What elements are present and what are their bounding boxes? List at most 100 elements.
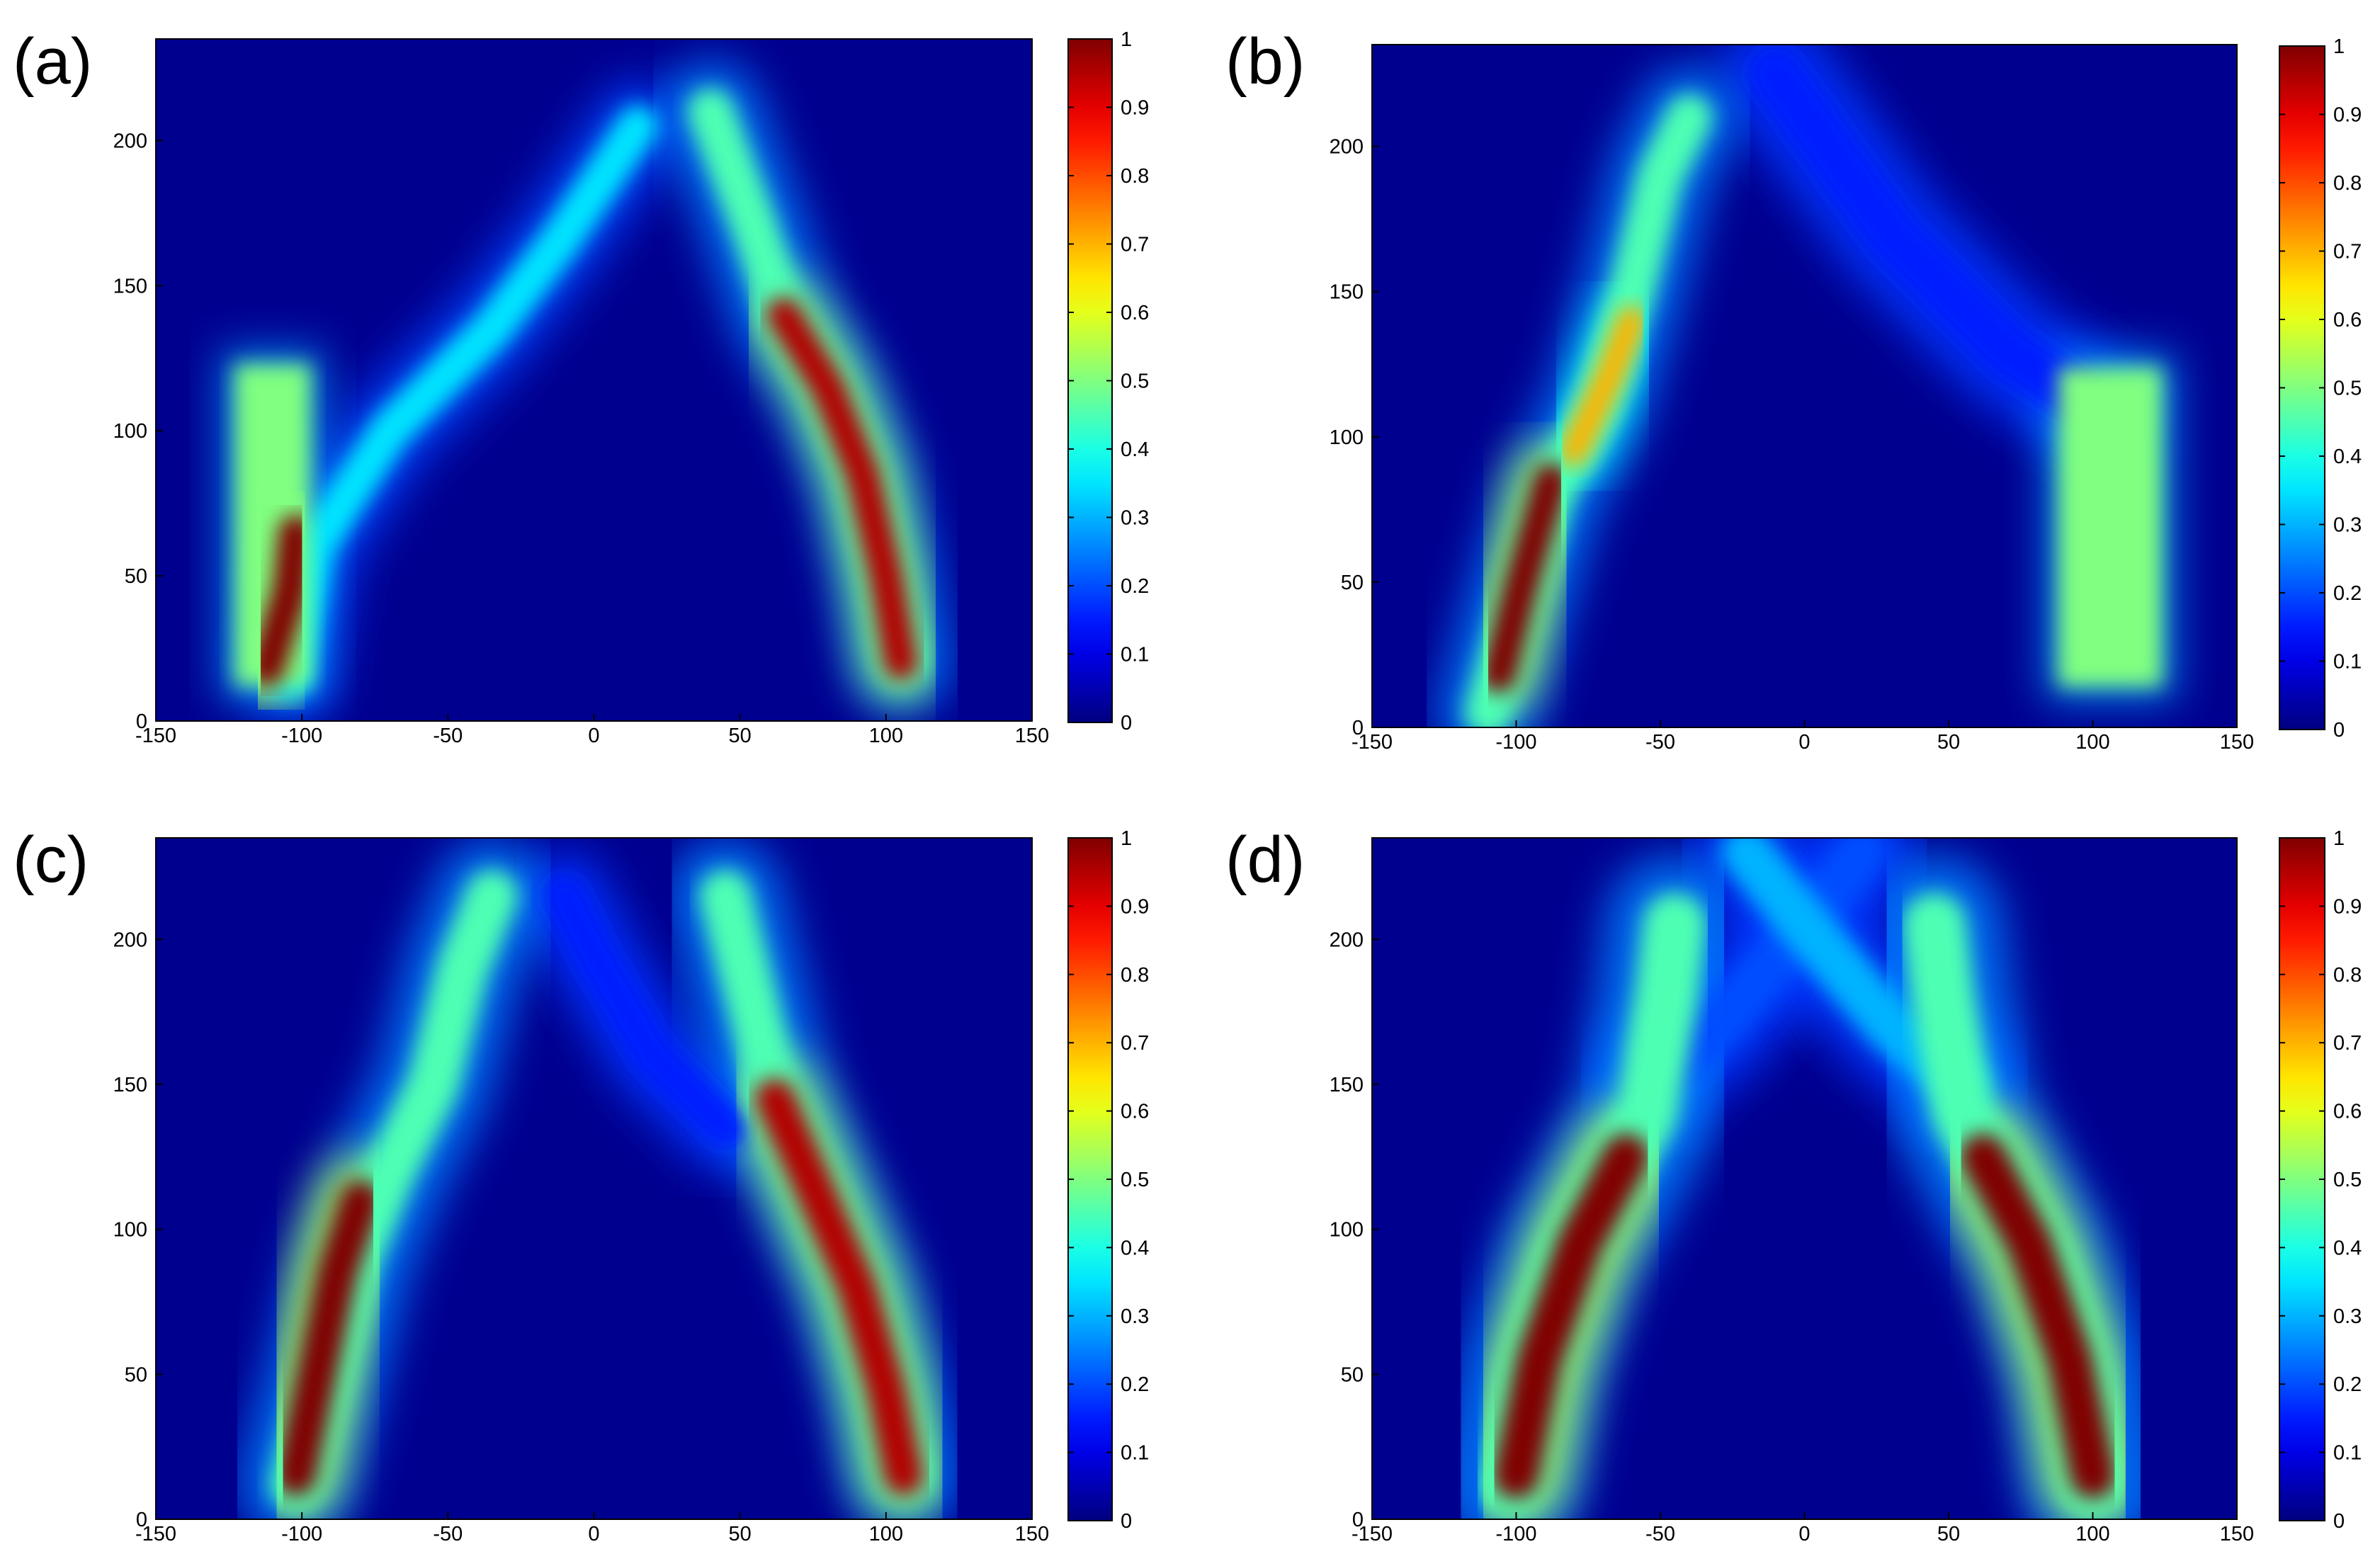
colorbar-tick-label: 0.5 — [1121, 1169, 1149, 1191]
x-tick-label: 0 — [588, 725, 599, 747]
colorbar-tick-label: 0 — [2333, 1510, 2345, 1533]
colorbar-tick-label: 0.4 — [1121, 438, 1149, 461]
colorbar: 0 0.1 0.2 0.3 0.4 0.5 0.6 0.7 0.8 0.9 1 — [2279, 827, 2362, 1533]
y-tick-label: 50 — [125, 565, 147, 588]
x-tick-label: -50 — [433, 1523, 463, 1545]
heatmap-area — [238, 838, 961, 1519]
colorbar-tick-label: 0.4 — [2333, 1237, 2362, 1259]
x-tick-label: 0 — [1798, 731, 1810, 754]
intensity-band — [1960, 1133, 2116, 1499]
panel-a: -150 -100 -50 0 50 100 150050100150200(a)00.10… — [13, 25, 1149, 747]
x-tick-label: 150 — [1015, 1523, 1049, 1545]
x-tick-label: -50 — [433, 725, 463, 747]
panel-label: (a) — [13, 25, 92, 98]
x-tick-label: 100 — [2075, 1523, 2109, 1545]
colorbar-scale — [2279, 45, 2325, 730]
colorbar-tick-label: 0.7 — [1121, 234, 1149, 256]
heatmap-area — [220, 60, 952, 721]
colorbar-tick-label: 0.6 — [1121, 302, 1149, 324]
colorbar-tick-label: 0.5 — [2333, 1169, 2362, 1191]
colorbar-tick-label: 0.2 — [2333, 582, 2362, 605]
colorbar: 0 0.1 0.2 0.3 0.4 0.5 0.6 0.7 0.8 0.9 1 — [1067, 827, 1149, 1533]
colorbar-tick-label: 0.9 — [1121, 895, 1149, 918]
colorbar-scale — [2279, 837, 2325, 1521]
y-tick-label: 50 — [125, 1363, 147, 1386]
intensity-band — [754, 1078, 924, 1497]
intensity-band — [1492, 1133, 1649, 1499]
colorbar-tick-label: 0.7 — [2333, 1032, 2362, 1055]
y-tick-label: 150 — [113, 1074, 147, 1096]
x-tick-label: -100 — [281, 725, 322, 747]
colorbar-tick-label: 0.8 — [1121, 165, 1149, 188]
heatmap-area — [1440, 838, 2163, 1519]
colorbar-tick-label: 1 — [1121, 28, 1132, 51]
colorbar-tick-label: 0.1 — [2333, 651, 2362, 674]
intensity-band — [1749, 47, 2119, 434]
x-tick-label: 100 — [869, 1523, 903, 1545]
y-tick-label: 100 — [113, 420, 147, 443]
colorbar: 0 0.1 0.2 0.3 0.4 0.5 0.6 0.7 0.8 0.9 1 — [1067, 28, 1149, 734]
colorbar-tick-label: 0.1 — [1121, 644, 1149, 666]
heatmap-area — [1436, 45, 2177, 727]
x-tick-label: 150 — [1015, 725, 1049, 747]
y-tick-label: 200 — [113, 929, 147, 951]
colorbar-tick-label: 0.9 — [2333, 895, 2362, 918]
y-tick-label: 0 — [1352, 717, 1364, 739]
colorbar-tick-label: 0.5 — [1121, 370, 1149, 393]
x-tick-label: -150 — [1352, 1523, 1393, 1545]
x-tick-label: 150 — [2220, 731, 2254, 754]
y-tick-label: 150 — [1330, 281, 1364, 304]
colorbar-tick-label: 0.2 — [2333, 1373, 2362, 1396]
x-tick-label: 50 — [729, 1523, 752, 1545]
intensity-band — [1481, 463, 1568, 693]
y-tick-label: 50 — [1341, 572, 1364, 594]
y-tick-label: 200 — [1330, 929, 1364, 951]
x-tick-label: -150 — [135, 1523, 176, 1545]
y-tick-label: 100 — [113, 1219, 147, 1242]
x-tick-label: 0 — [1798, 1523, 1810, 1545]
colorbar-tick-label: 0.8 — [2333, 964, 2362, 987]
x-tick-label: -100 — [1495, 731, 1536, 754]
y-tick-label: 0 — [136, 1509, 147, 1531]
colorbar-tick-label: 0.3 — [2333, 1305, 2362, 1328]
panel-label: (c) — [13, 824, 89, 896]
x-tick-label: -150 — [135, 725, 176, 747]
colorbar-tick-label: 0.3 — [2333, 514, 2362, 537]
y-tick-label: 150 — [1330, 1074, 1364, 1096]
intensity-band — [249, 515, 314, 686]
x-tick-label: -50 — [1645, 1523, 1675, 1545]
colorbar-tick-label: 0.2 — [1121, 1373, 1149, 1396]
y-tick-label: 50 — [1341, 1363, 1364, 1386]
x-tick-label: 50 — [1937, 1523, 1960, 1545]
x-tick-label: -50 — [1645, 731, 1675, 754]
colorbar-tick-label: 0.3 — [1121, 1305, 1149, 1328]
colorbar-tick-label: 1 — [2333, 827, 2345, 850]
x-tick-label: 100 — [2075, 731, 2109, 754]
colorbar-tick-label: 0.8 — [2333, 172, 2362, 195]
x-tick-label: -150 — [1352, 731, 1393, 754]
panel-d: -150 -100 -50 0 50 100 150050100150200(d)00.10… — [1225, 824, 2362, 1545]
colorbar-scale — [1067, 837, 1113, 1521]
y-tick-label: 0 — [136, 710, 147, 733]
x-tick-label: 50 — [1937, 731, 1960, 754]
y-tick-label: 100 — [1330, 426, 1364, 449]
panel-c: -150 -100 -50 0 50 100 150050100150200(c)00.10… — [13, 824, 1149, 1545]
colorbar-tick-label: 0 — [2333, 719, 2345, 742]
x-tick-label: -100 — [1495, 1523, 1536, 1545]
colorbar-tick-label: 0 — [1121, 1510, 1132, 1533]
x-tick-label: 100 — [869, 725, 903, 747]
colorbar: 0 0.1 0.2 0.3 0.4 0.5 0.6 0.7 0.8 0.9 1 — [2279, 35, 2362, 742]
colorbar-tick-label: 0.6 — [2333, 309, 2362, 331]
y-tick-label: 150 — [113, 275, 147, 297]
x-tick-label: 0 — [588, 1523, 599, 1545]
colorbar-tick-label: 0.5 — [2333, 378, 2362, 400]
intensity-band — [1559, 306, 1646, 466]
colorbar-tick-label: 0.7 — [1121, 1032, 1149, 1055]
colorbar-tick-label: 0 — [1121, 712, 1132, 734]
colorbar-scale — [1067, 38, 1113, 723]
colorbar-tick-label: 0.4 — [2333, 446, 2362, 468]
colorbar-tick-label: 0.9 — [2333, 104, 2362, 127]
panel-label: (d) — [1225, 824, 1305, 896]
intensity-band — [766, 297, 919, 681]
